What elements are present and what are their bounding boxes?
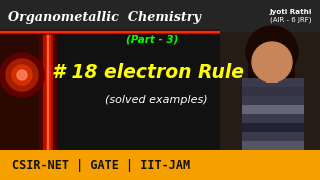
Bar — [0, 32, 50, 150]
Bar — [43, 32, 53, 150]
Bar — [220, 32, 320, 150]
Bar — [0, 30, 220, 33]
Bar — [0, 150, 320, 180]
Circle shape — [6, 59, 38, 91]
Bar — [0, 29, 220, 35]
Text: (solved examples): (solved examples) — [105, 95, 208, 105]
Text: (Part - 3): (Part - 3) — [126, 34, 178, 44]
Bar — [248, 60, 260, 130]
Bar — [0, 0, 320, 32]
Text: Jyoti Rathi: Jyoti Rathi — [270, 9, 312, 15]
Circle shape — [17, 70, 27, 80]
Bar — [242, 123, 304, 132]
Bar — [242, 141, 304, 150]
Bar — [0, 31, 220, 33]
Bar — [46, 32, 51, 150]
Bar — [285, 60, 295, 120]
Bar — [47, 32, 49, 150]
Text: (AIR - 6 JRF): (AIR - 6 JRF) — [270, 17, 312, 23]
Bar — [39, 32, 57, 150]
Circle shape — [252, 42, 292, 82]
Text: # 18 electron Rule: # 18 electron Rule — [52, 64, 244, 82]
Bar — [242, 78, 304, 150]
Circle shape — [246, 26, 298, 78]
Text: Organometallic  Chemistry: Organometallic Chemistry — [8, 10, 201, 24]
Circle shape — [0, 53, 44, 97]
Bar — [266, 73, 278, 83]
Circle shape — [12, 65, 32, 85]
Text: CSIR-NET | GATE | IIT-JAM: CSIR-NET | GATE | IIT-JAM — [12, 159, 190, 172]
Bar — [0, 32, 320, 150]
Bar — [242, 87, 304, 96]
Bar — [242, 105, 304, 114]
